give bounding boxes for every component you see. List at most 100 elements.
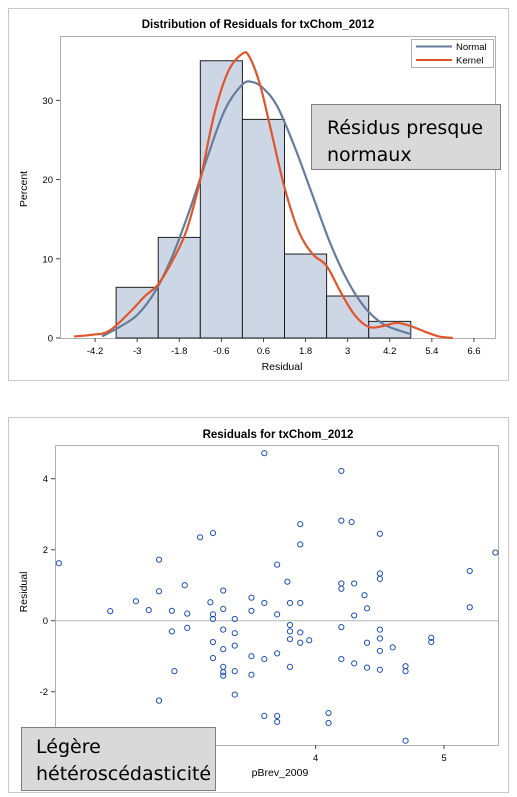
scatter-point [284,578,291,585]
scatter-point [220,605,227,613]
scatter-point [231,642,238,649]
scatter-point [248,653,255,660]
histogram-annotation-line2: normaux [327,143,412,166]
histogram-annotation-line1: Résidus presque [327,117,484,139]
scatter-point [338,624,345,631]
scatter-point [286,621,294,629]
scatter-point [220,626,227,633]
scatter-point [297,541,304,548]
scatter-point [363,664,371,671]
scatter-point [145,606,152,614]
scatter-point [168,607,175,614]
scatter-point [196,534,204,541]
scatter-title: Residuals for txChom_2012 [203,429,354,441]
scatter-point [389,644,396,651]
histogram-x-tick-label: -4.2 [87,346,103,357]
scatter-annotation: Légère hétéroscédasticité [21,727,216,791]
scatter-point [325,709,332,717]
scatter-point [231,630,238,637]
scatter-x-axis-label: pBrev_2009 [252,767,309,779]
scatter-point [376,666,383,673]
scatter-point [220,669,227,676]
scatter-point [351,660,358,667]
histogram-bar-3 [199,60,243,339]
scatter-point [209,654,217,662]
scatter-point [209,615,217,623]
scatter-point [231,615,238,623]
scatter-point [376,647,383,655]
scatter-point [209,529,217,537]
scatter-point [220,672,227,679]
scatter-point [376,626,383,633]
histogram-x-tick-label: -0.6 [213,346,229,357]
scatter-point [220,587,227,594]
scatter-point [325,719,332,727]
scatter-point [297,521,304,528]
scatter-point [306,637,313,644]
scatter-point [402,668,409,675]
scatter-point [402,737,409,744]
histogram-x-tick-label: 1.8 [299,346,312,357]
scatter-point [168,628,175,635]
scatter-point [286,663,294,670]
scatter-point [171,668,178,675]
scatter-point [248,607,255,614]
scatter-point [184,624,191,631]
scatter-point [209,638,217,646]
scatter-point [155,556,163,563]
scatter-point [338,585,345,592]
scatter-point [348,518,355,526]
scatter-point [209,611,217,618]
scatter-point [274,561,281,568]
histogram-x-tick-label: -3 [133,346,141,357]
scatter-point [466,604,473,611]
histogram-x-tick-label: 0.6 [257,346,270,357]
scatter-point [155,697,163,704]
scatter-point [351,612,358,619]
scatter-point [376,530,383,537]
histogram-y-tick-label: 20 [42,175,53,186]
scatter-point [274,718,281,726]
scatter-x-tick-label: 4 [313,753,318,764]
scatter-y-tick-label: 0 [43,616,48,627]
scatter-point [274,650,281,657]
scatter-annotation-line1: Légère [36,736,101,758]
scatter-y-tick-label: -2 [40,687,48,698]
scatter-point [297,639,304,646]
histogram-annotation: Résidus presque normaux [311,104,501,170]
legend-kernel-label: Kernel [456,56,483,67]
histogram-x-tick-label: -1.8 [171,346,187,357]
scatter-point [107,608,114,615]
scatter-point [274,712,281,719]
scatter-point [428,638,435,646]
scatter-annotation-line2: hétéroscédasticité [36,762,212,785]
scatter-point [231,691,238,698]
scatter-point [207,599,214,606]
histogram-axes: -4.2 -3 -1.8 -0.6 0.6 1.8 3 4.2 5.4 6.6 0 10 20 30 [42,96,480,357]
scatter-plot-area [55,445,499,746]
histogram-y-tick-label: 0 [48,334,53,345]
histogram-x-axis-label: Residual [262,361,303,373]
scatter-point [231,668,238,675]
scatter-point [351,580,358,587]
scatter-point [286,636,294,643]
scatter-point [248,594,255,601]
scatter-point [220,646,227,653]
histogram-bar-2 [157,236,201,339]
scatter-point [274,611,281,618]
histogram-legend: Normal Kernel [411,39,494,68]
scatter-y-axis-label: Residual [18,572,30,613]
scatter-point [248,671,255,678]
scatter-point [297,629,304,636]
scatter-point [155,588,163,595]
scatter-point [338,655,345,663]
scatter-point [297,599,304,607]
histogram-normal-curve [101,80,412,338]
scatter-point [261,712,268,719]
scatter-point [363,605,371,612]
histogram-x-tick-label: 3 [345,346,350,357]
scatter-point [55,560,62,567]
scatter-y-tick-label: 4 [43,474,48,485]
histogram-kernel-curve [73,51,454,340]
histogram-x-tick-label: 4.2 [383,346,396,357]
